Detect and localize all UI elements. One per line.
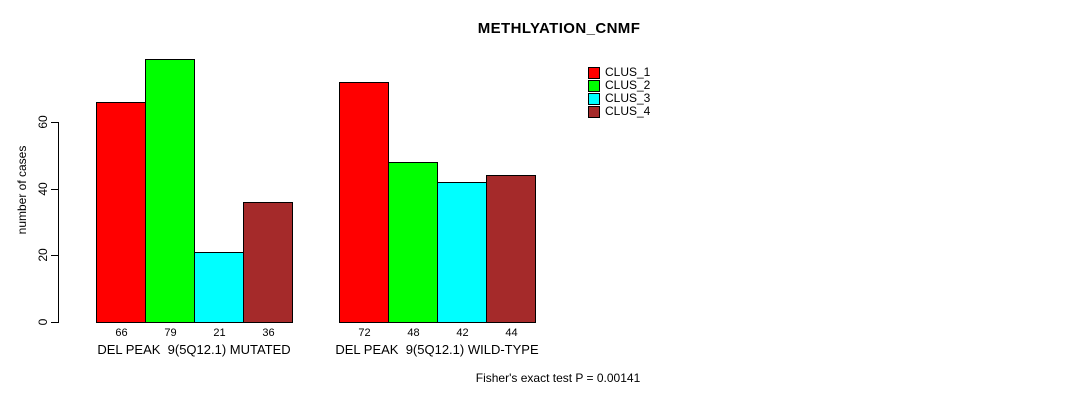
bar-value-label: 42 (456, 327, 469, 339)
bar-clus_1-group2 (339, 82, 389, 323)
legend-label: CLUS_3 (605, 91, 651, 105)
y-axis-label: number of cases (15, 145, 29, 235)
bar-value-label: 79 (164, 327, 177, 339)
bar-clus_3-group1 (194, 252, 244, 323)
legend-item: CLUS_2 (588, 79, 650, 92)
legend: CLUS_1 CLUS_2 CLUS_3 CLUS_4 (588, 66, 650, 118)
legend-item: CLUS_1 (588, 66, 650, 79)
y-tick (51, 255, 58, 256)
bar-clus_4-group2 (486, 175, 536, 323)
y-tick (51, 189, 58, 190)
bar-value-label: 44 (505, 327, 518, 339)
bar-clus_3-group2 (437, 182, 487, 323)
legend-swatch-clus_3 (588, 92, 600, 105)
bar-value-label: 66 (115, 327, 128, 339)
y-tick-label: 60 (36, 115, 50, 129)
legend-swatch-clus_1 (588, 66, 600, 79)
bar-value-label: 36 (262, 327, 275, 339)
bar-clus_2-group2 (388, 162, 438, 323)
bar-value-label: 21 (213, 327, 226, 339)
legend-item: CLUS_4 (588, 105, 650, 118)
fisher-test-annotation: Fisher's exact test P = 0.00141 (475, 371, 641, 385)
y-axis-line (58, 122, 59, 323)
legend-swatch-clus_2 (588, 79, 600, 92)
group-label: DEL PEAK 9(5Q12.1) WILD-TYPE (335, 342, 539, 357)
y-tick-label: 20 (36, 248, 50, 262)
y-tick (51, 122, 58, 123)
bar-clus_1-group1 (96, 102, 146, 323)
chart-title: METHLYATION_CNMF (477, 20, 641, 37)
y-tick (51, 322, 58, 323)
legend-label: CLUS_4 (605, 104, 651, 118)
y-tick-label: 0 (36, 318, 50, 326)
bar-value-label: 72 (358, 327, 371, 339)
bar-clus_2-group1 (145, 59, 195, 323)
y-tick-label: 40 (36, 182, 50, 196)
group-label: DEL PEAK 9(5Q12.1) MUTATED (97, 342, 291, 357)
bar-value-label: 48 (407, 327, 420, 339)
bar-clus_4-group1 (243, 202, 293, 323)
legend-label: CLUS_1 (605, 65, 651, 79)
legend-item: CLUS_3 (588, 92, 650, 105)
legend-label: CLUS_2 (605, 78, 651, 92)
legend-swatch-clus_4 (588, 105, 600, 118)
